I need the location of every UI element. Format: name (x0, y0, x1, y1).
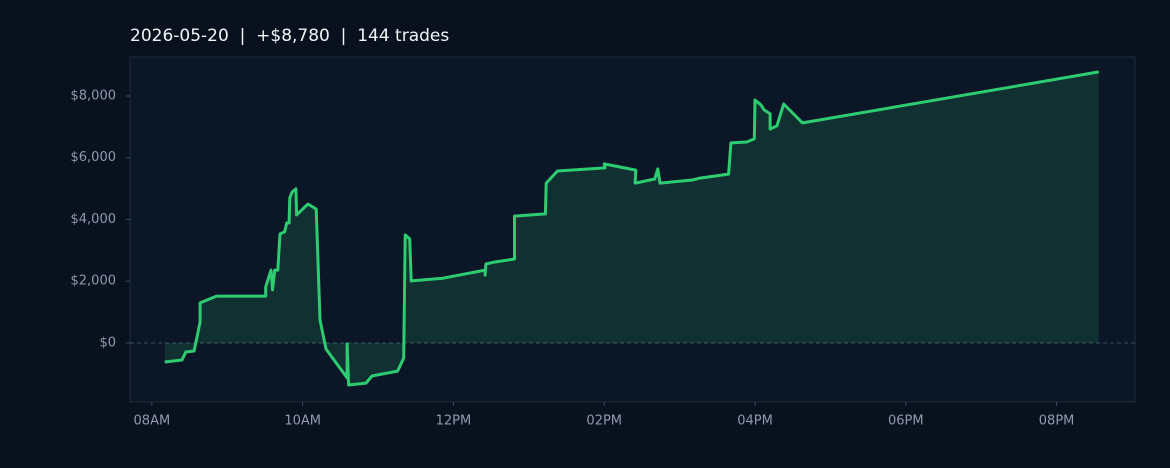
x-tick-label: 10AM (284, 414, 321, 429)
x-tick-label: 04PM (737, 414, 773, 429)
x-tick-label: 12PM (436, 414, 472, 429)
plot-area (129, 56, 1136, 403)
chart-title: 2026-05-20 | +$8,780 | 144 trades (130, 26, 449, 46)
y-tick-label: $4,000 (71, 212, 117, 227)
x-tick-label: 06PM (888, 414, 924, 429)
y-tick-label: $2,000 (71, 274, 117, 289)
x-tick-label: 08PM (1039, 414, 1075, 429)
line (164, 70, 1100, 387)
y-tick-label: $0 (99, 335, 116, 350)
y-tick-label: $8,000 (71, 88, 117, 103)
x-tick-label: 08AM (134, 414, 171, 429)
y-tick-label: $6,000 (71, 150, 117, 165)
area (164, 71, 1099, 386)
x-tick-label: 02PM (586, 414, 622, 429)
